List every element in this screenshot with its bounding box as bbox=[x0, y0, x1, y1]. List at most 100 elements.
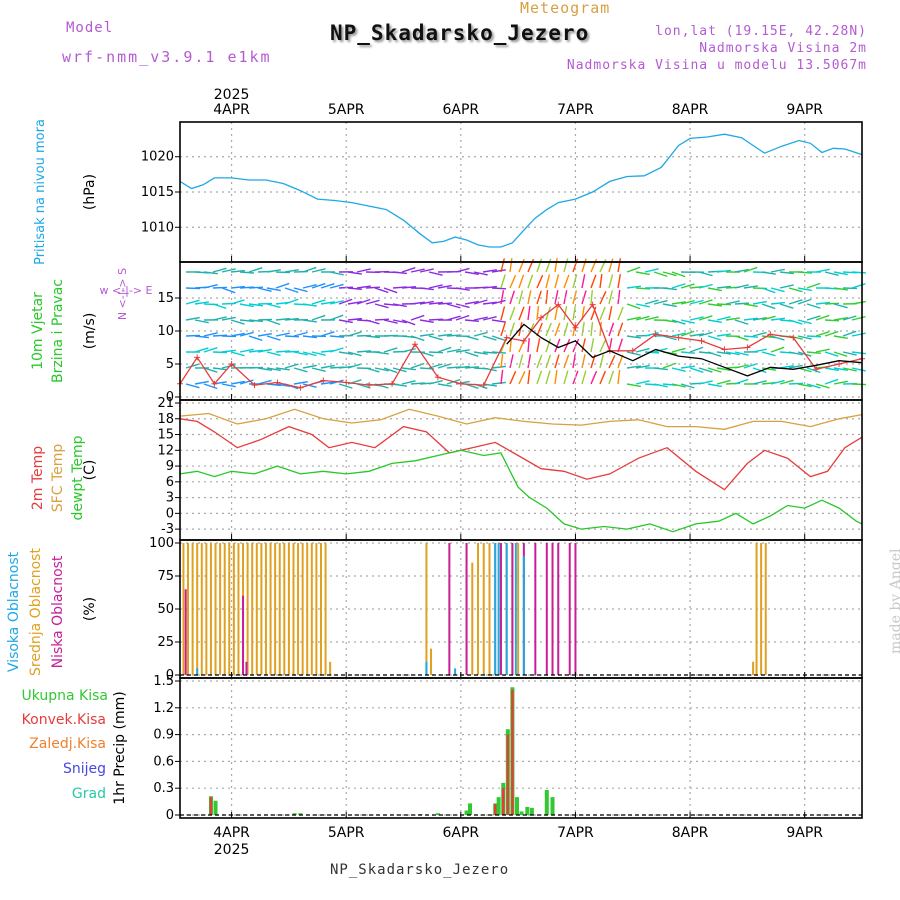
wind-barb bbox=[635, 271, 650, 276]
wind-barb bbox=[536, 290, 542, 305]
wind-barb bbox=[455, 314, 470, 321]
wind-barb bbox=[437, 383, 452, 388]
wind-barb bbox=[320, 331, 335, 337]
wind-barb bbox=[491, 269, 506, 273]
wind-barb bbox=[221, 383, 236, 388]
wind-barb bbox=[662, 287, 677, 291]
wind-barb bbox=[572, 354, 576, 369]
wind-barb bbox=[419, 268, 434, 273]
wind-barb bbox=[293, 351, 308, 356]
wind-barb bbox=[779, 271, 794, 275]
wind-barb bbox=[212, 334, 228, 337]
wind-barb bbox=[203, 271, 218, 275]
wind-barb bbox=[275, 350, 291, 353]
wind-barb bbox=[383, 367, 398, 374]
model-name: wrf-nmm_v3.9.1 e1km bbox=[62, 48, 272, 66]
wind-barb bbox=[230, 351, 245, 357]
top-year-label: 2025 bbox=[214, 87, 250, 103]
top-date-label: 5APR bbox=[328, 102, 365, 118]
wind-barb bbox=[509, 274, 517, 289]
precip-bar bbox=[435, 813, 440, 815]
wind-barb bbox=[203, 367, 218, 373]
wind-barb bbox=[392, 271, 407, 275]
wind-barb bbox=[761, 367, 776, 371]
wind-barb bbox=[608, 258, 614, 273]
wind-barb bbox=[572, 258, 579, 273]
wind-barb bbox=[275, 367, 290, 371]
axis-unit-label: (%) bbox=[82, 597, 98, 621]
wind-barb bbox=[788, 319, 803, 325]
wind-barb bbox=[806, 335, 822, 338]
wind-barb bbox=[599, 306, 606, 321]
series-line-udari bbox=[506, 323, 863, 377]
wind-barb bbox=[545, 322, 552, 337]
wind-barb bbox=[617, 370, 621, 385]
precip-bar bbox=[467, 803, 472, 815]
wind-speed-marker bbox=[520, 337, 527, 344]
wind-barb bbox=[419, 351, 434, 357]
y-tick-label: 15 bbox=[157, 428, 174, 443]
wind-barb bbox=[410, 335, 425, 342]
wind-barb bbox=[680, 283, 695, 289]
wind-barb bbox=[797, 335, 812, 340]
model-elevation: Nadmorska Visina u modelu 13.5067m bbox=[566, 58, 867, 73]
wind-barb bbox=[626, 316, 641, 321]
wind-barb bbox=[707, 367, 722, 373]
wind-barb bbox=[734, 268, 749, 273]
wind-barb bbox=[311, 351, 326, 356]
wind-barb bbox=[698, 315, 713, 321]
precip-bar bbox=[525, 806, 530, 815]
wind-barb bbox=[221, 287, 236, 294]
wind-barb bbox=[329, 335, 345, 338]
wind-barb bbox=[806, 367, 821, 374]
precip-bar bbox=[209, 797, 213, 815]
wind-barb bbox=[266, 335, 281, 341]
y-tick-label: 6 bbox=[166, 475, 174, 490]
wind-barb bbox=[590, 274, 597, 289]
precip-legend-5: Grad bbox=[72, 786, 106, 802]
wind-barb bbox=[554, 370, 558, 385]
wind-barb bbox=[824, 271, 839, 277]
wind-barb bbox=[410, 314, 425, 321]
wind-barb bbox=[581, 290, 587, 305]
wind-barb bbox=[671, 383, 686, 388]
wind-barb bbox=[518, 274, 525, 289]
wind-barb bbox=[770, 335, 785, 341]
wind-barb bbox=[842, 367, 857, 372]
wind-barb bbox=[401, 267, 416, 273]
wind-barb bbox=[644, 316, 659, 321]
wind-barb bbox=[500, 306, 506, 321]
wind-barb bbox=[833, 367, 848, 372]
wind-barb bbox=[662, 303, 677, 308]
wind-barb bbox=[743, 362, 758, 369]
wind-barb bbox=[707, 303, 722, 307]
wind-barb bbox=[284, 269, 299, 273]
wind-barb bbox=[302, 283, 317, 289]
wind-barb bbox=[302, 335, 317, 339]
wind-barb bbox=[779, 284, 794, 289]
y-tick-label: 21 bbox=[157, 396, 174, 411]
wind-barb bbox=[752, 348, 767, 353]
wind-barb bbox=[833, 287, 848, 291]
wind-barb bbox=[455, 349, 470, 353]
wind-barb bbox=[284, 335, 300, 338]
wind-barb bbox=[671, 319, 686, 325]
wind-barb bbox=[203, 332, 218, 337]
wind-speed-marker bbox=[343, 379, 350, 386]
wind-barb bbox=[401, 347, 416, 353]
wind-barb bbox=[518, 354, 524, 369]
wind-barb bbox=[851, 315, 866, 321]
wind-barb bbox=[410, 382, 426, 385]
y-tick-label: 1.2 bbox=[153, 701, 174, 716]
wind-barb bbox=[518, 371, 526, 385]
wind-barb bbox=[230, 285, 245, 289]
wind-barb bbox=[626, 285, 641, 289]
top-date-label: 9APR bbox=[786, 102, 823, 118]
wind-barb bbox=[194, 319, 209, 324]
wind-speed-marker bbox=[555, 301, 562, 308]
series-line-sfc-temp bbox=[179, 408, 863, 430]
axis-unit-label: 1hr Precip (mm) bbox=[112, 691, 128, 804]
wind-barb bbox=[284, 350, 300, 353]
wind-barb bbox=[455, 303, 470, 309]
wind-barb bbox=[563, 370, 569, 385]
